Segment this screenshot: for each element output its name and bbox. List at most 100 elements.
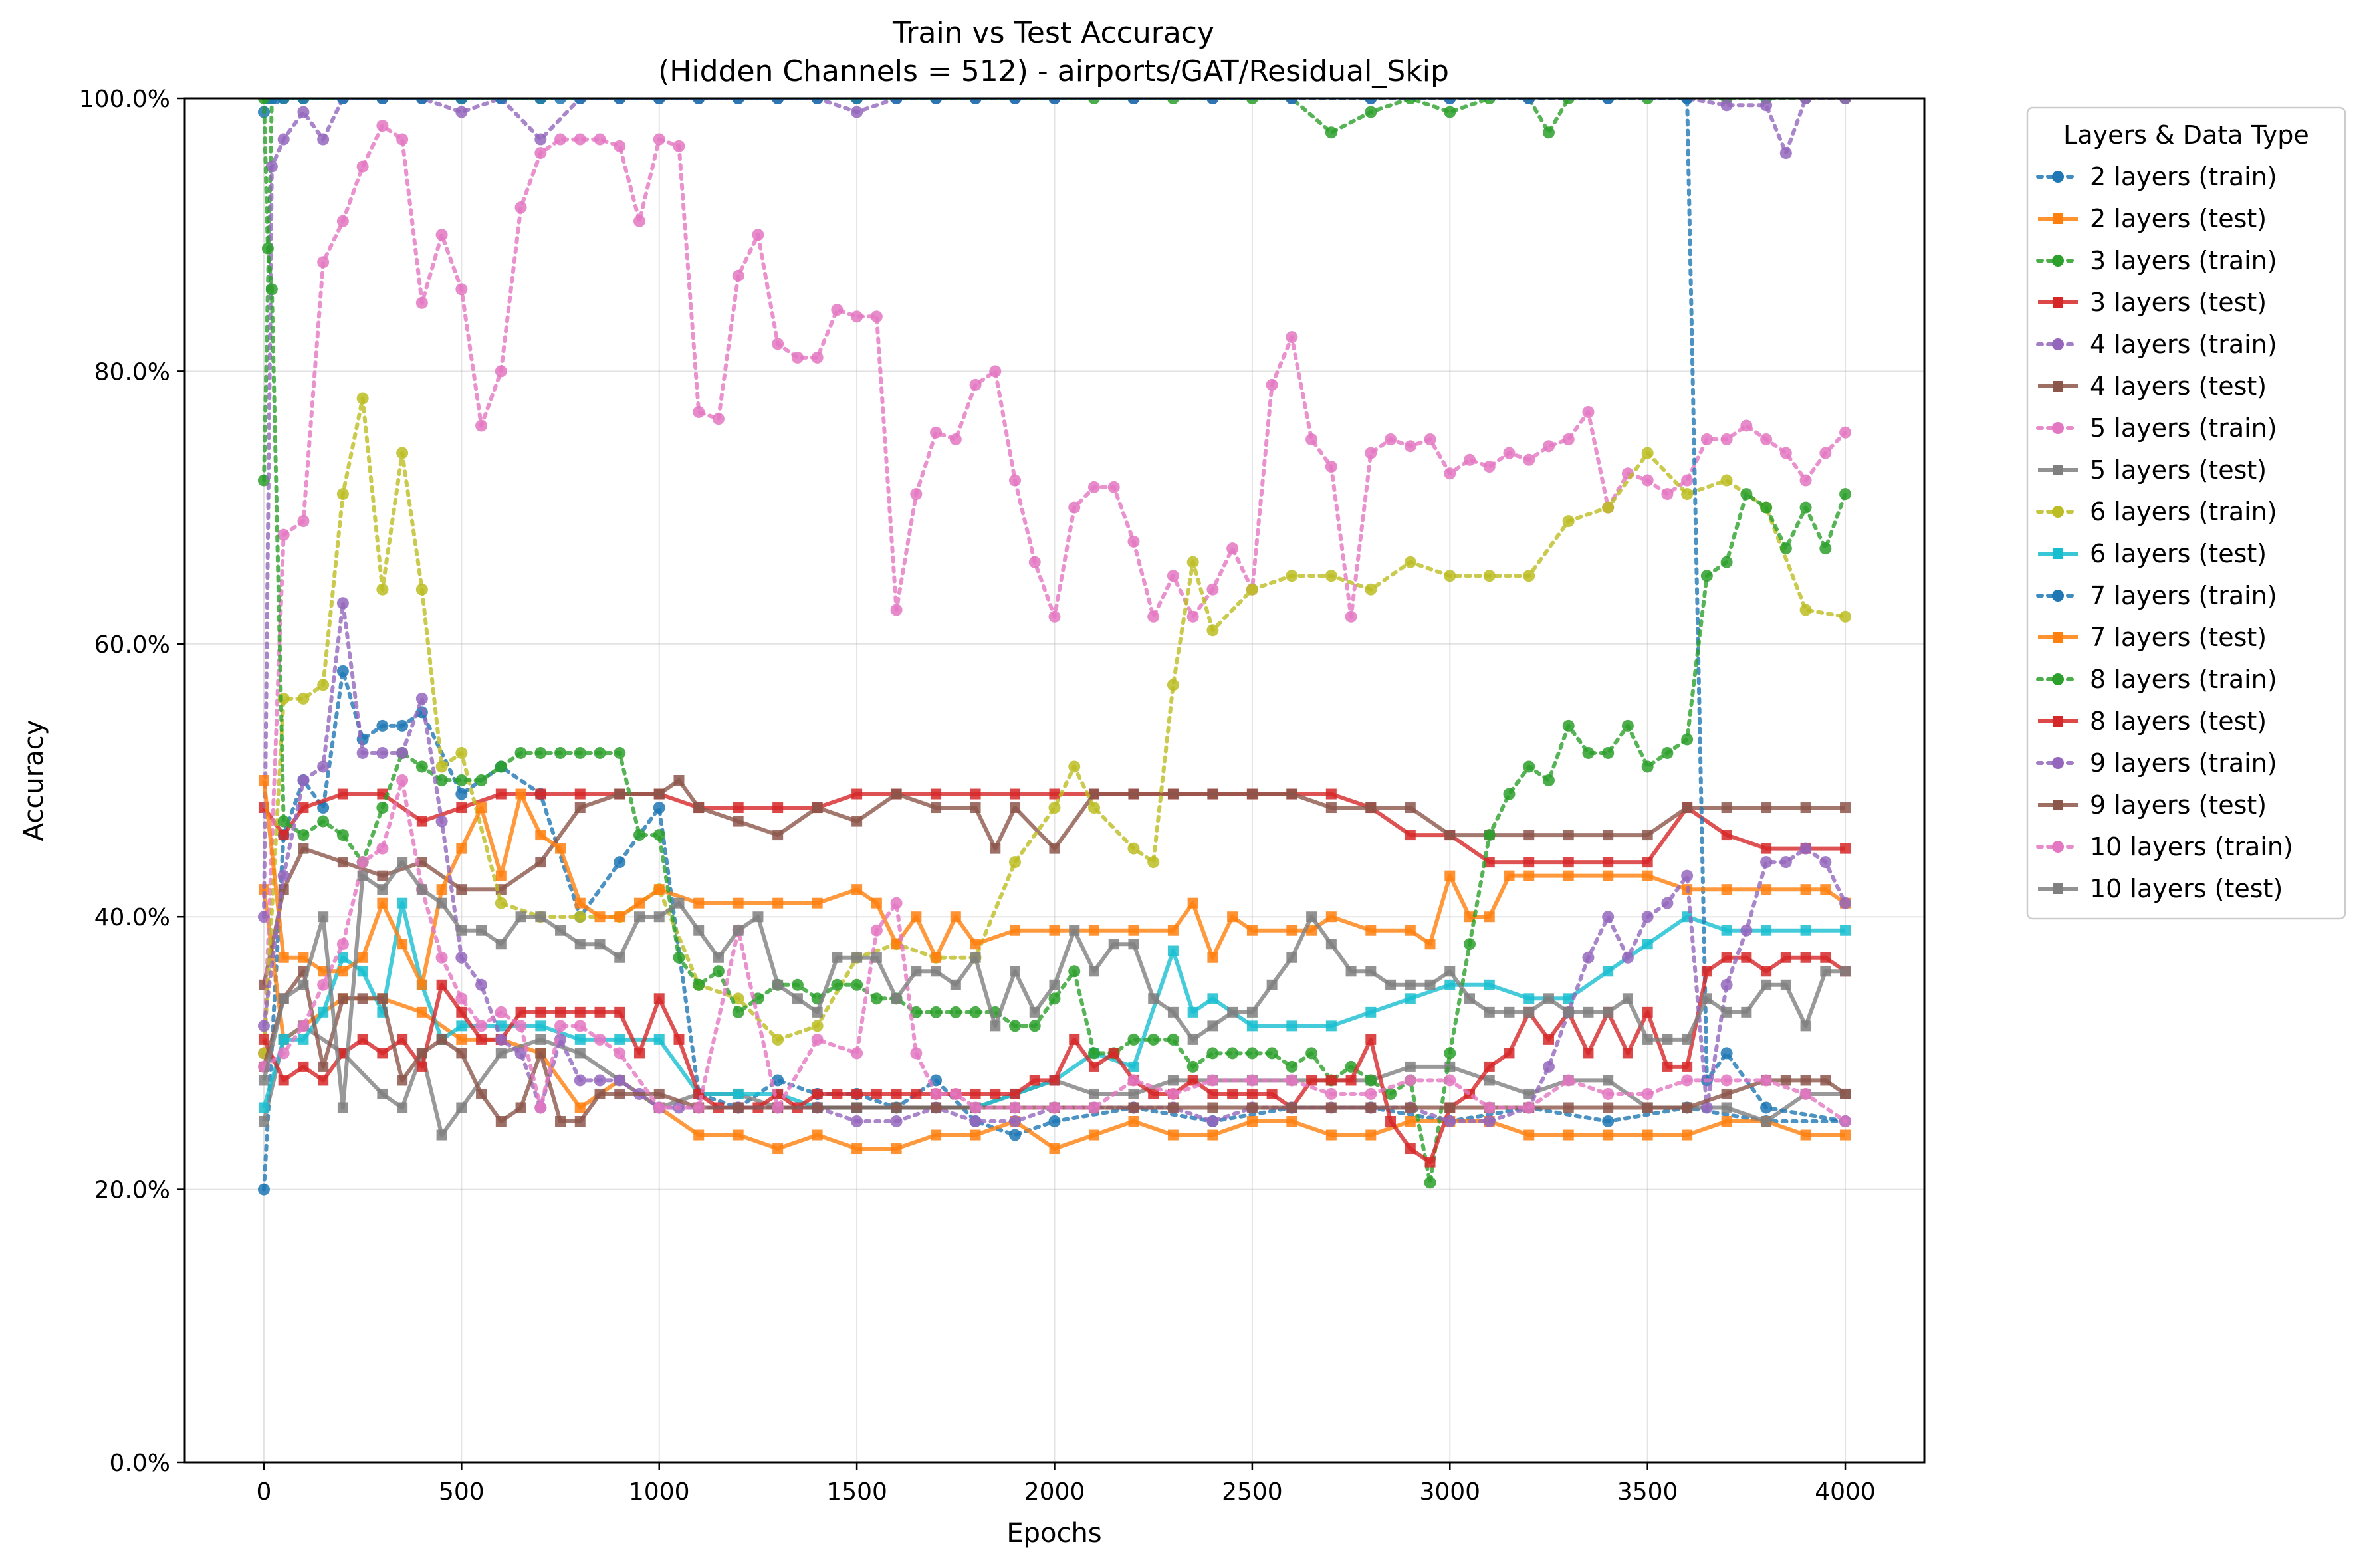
data-point bbox=[891, 788, 902, 800]
data-point bbox=[1582, 405, 1595, 418]
legend-entry: 2 layers (train) bbox=[2036, 162, 2277, 191]
data-point bbox=[1523, 857, 1535, 868]
data-point bbox=[1049, 979, 1060, 990]
data-point bbox=[1305, 1047, 1318, 1060]
data-point bbox=[1603, 1075, 1614, 1086]
data-point bbox=[297, 98, 310, 104]
data-point bbox=[1226, 542, 1239, 555]
data-point bbox=[1523, 570, 1535, 582]
data-point bbox=[1563, 1006, 1574, 1018]
data-point bbox=[376, 583, 389, 596]
data-point bbox=[1562, 719, 1575, 732]
data-point bbox=[1424, 1176, 1436, 1189]
data-point bbox=[574, 1102, 586, 1113]
data-point bbox=[1563, 870, 1574, 881]
data-point bbox=[1286, 331, 1298, 344]
data-point bbox=[1206, 98, 1219, 104]
data-point bbox=[931, 1129, 942, 1141]
data-point bbox=[416, 857, 427, 868]
legend-swatch-marker bbox=[2052, 171, 2064, 183]
data-point bbox=[456, 1020, 467, 1032]
data-point bbox=[435, 760, 448, 773]
data-point bbox=[970, 802, 981, 814]
data-point bbox=[455, 788, 468, 800]
data-point bbox=[733, 802, 744, 814]
data-point bbox=[950, 979, 961, 990]
data-point bbox=[1662, 1061, 1673, 1072]
data-point bbox=[1760, 856, 1773, 869]
data-point bbox=[555, 843, 566, 854]
data-point bbox=[1641, 1087, 1654, 1100]
data-point bbox=[1761, 802, 1772, 814]
data-point bbox=[416, 1061, 427, 1072]
data-point bbox=[1404, 556, 1416, 568]
data-point bbox=[297, 692, 310, 705]
data-point bbox=[1523, 453, 1535, 466]
data-point bbox=[1681, 488, 1694, 501]
data-point bbox=[1464, 453, 1476, 466]
data-point bbox=[574, 98, 586, 104]
data-point bbox=[1779, 447, 1792, 459]
legend-label: 4 layers (test) bbox=[2090, 372, 2267, 401]
data-point bbox=[574, 1116, 586, 1127]
data-point bbox=[1642, 857, 1653, 868]
data-point bbox=[870, 924, 883, 937]
data-point bbox=[297, 774, 310, 786]
data-point bbox=[1700, 433, 1713, 445]
data-point bbox=[278, 952, 289, 963]
legend-swatch-marker bbox=[2053, 465, 2063, 475]
data-point bbox=[574, 1074, 586, 1087]
data-point bbox=[1365, 106, 1377, 118]
data-point bbox=[1839, 98, 1852, 104]
data-point bbox=[534, 1101, 547, 1114]
data-point bbox=[1642, 1034, 1653, 1045]
legend-label: 3 layers (test) bbox=[2090, 288, 2267, 317]
data-point bbox=[377, 1048, 388, 1059]
x-tick-label: 2000 bbox=[1024, 1478, 1085, 1506]
data-point bbox=[1602, 911, 1615, 923]
data-point bbox=[1167, 570, 1179, 582]
data-point bbox=[1087, 1101, 1100, 1114]
data-point bbox=[1325, 570, 1337, 582]
data-point bbox=[832, 952, 843, 963]
data-point bbox=[1325, 1129, 1337, 1141]
data-point bbox=[1207, 993, 1218, 1004]
data-point bbox=[1523, 1129, 1535, 1141]
data-point bbox=[811, 1033, 824, 1046]
chart-title-group: Train vs Test Accuracy (Hidden Channels … bbox=[658, 16, 1449, 88]
data-point bbox=[633, 215, 645, 227]
data-point bbox=[357, 1034, 368, 1045]
data-point bbox=[1820, 1075, 1831, 1086]
data-point bbox=[258, 1102, 269, 1113]
data-point bbox=[1603, 1006, 1614, 1018]
data-point bbox=[791, 351, 804, 364]
data-point bbox=[1444, 570, 1456, 582]
data-point bbox=[1207, 788, 1218, 800]
data-point bbox=[1167, 1033, 1179, 1046]
data-point bbox=[1286, 788, 1297, 800]
data-point bbox=[1246, 1116, 1258, 1127]
x-axis-label: Epochs bbox=[1006, 1518, 1101, 1549]
data-point bbox=[1661, 746, 1674, 759]
data-point bbox=[298, 802, 309, 814]
data-point bbox=[416, 1006, 427, 1018]
data-point bbox=[1483, 570, 1496, 582]
data-point bbox=[1602, 98, 1615, 104]
data-point bbox=[574, 1048, 586, 1059]
data-point bbox=[1523, 870, 1535, 881]
data-point bbox=[1286, 1102, 1297, 1113]
data-point bbox=[1444, 106, 1456, 118]
data-point bbox=[1721, 830, 1732, 841]
legend-label: 3 layers (train) bbox=[2090, 246, 2277, 275]
data-point bbox=[1206, 624, 1219, 637]
data-point bbox=[1365, 1074, 1377, 1087]
data-point bbox=[1365, 98, 1377, 104]
data-point bbox=[1167, 1087, 1179, 1100]
data-point bbox=[693, 978, 705, 991]
data-point bbox=[1325, 1087, 1337, 1100]
data-point bbox=[1523, 830, 1535, 841]
data-point bbox=[653, 788, 665, 800]
legend-swatch-marker bbox=[2053, 381, 2063, 392]
data-point bbox=[1761, 979, 1772, 990]
data-point bbox=[1167, 945, 1179, 956]
